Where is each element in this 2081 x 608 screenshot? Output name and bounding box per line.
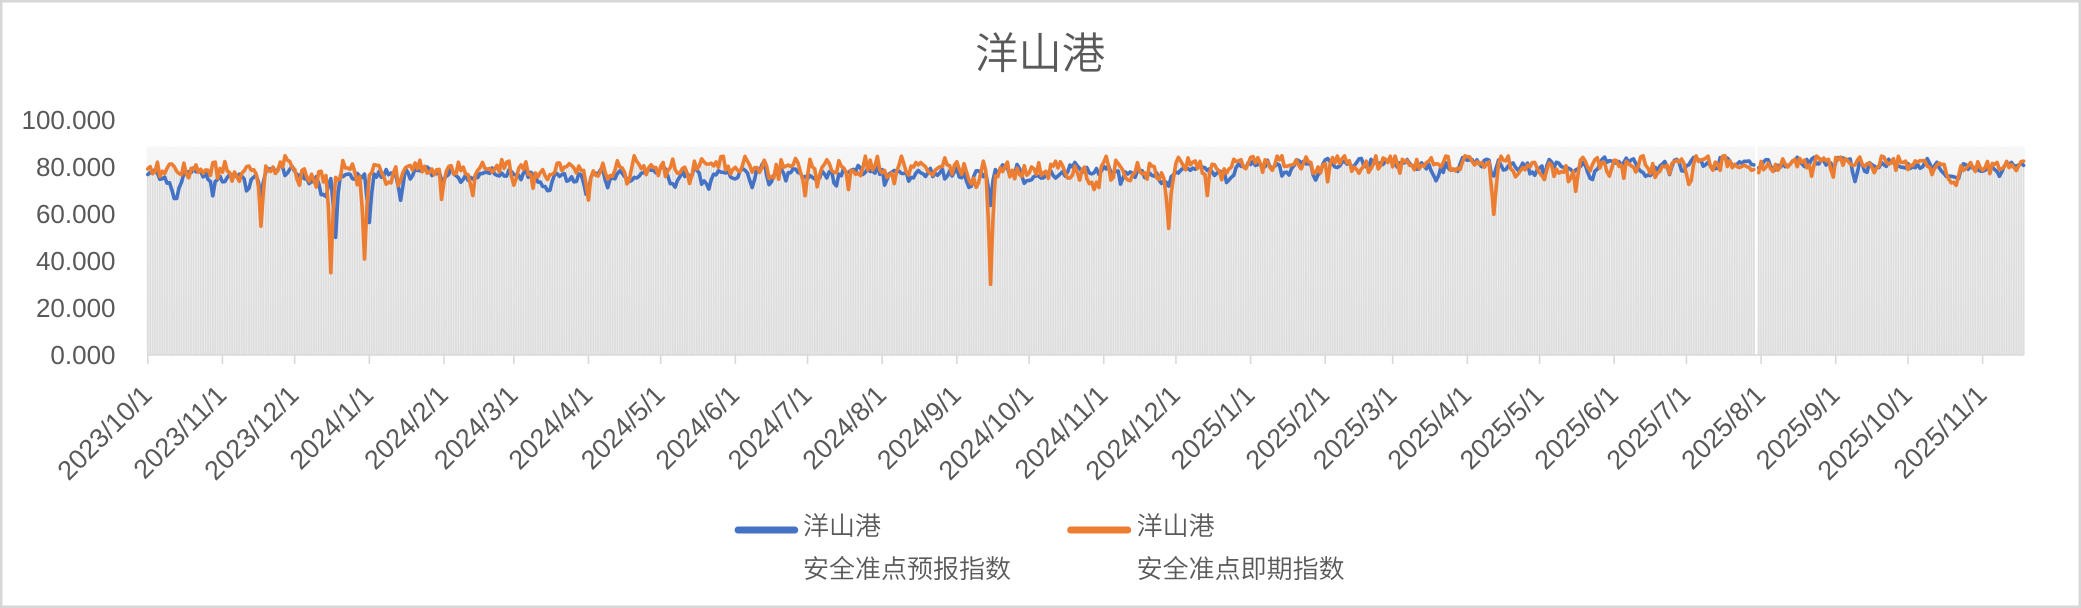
svg-text:0.000: 0.000: [50, 340, 115, 370]
svg-text:40.000: 40.000: [36, 246, 116, 276]
svg-text:100.000: 100.000: [22, 105, 116, 135]
svg-text:80.000: 80.000: [36, 152, 116, 182]
svg-text:60.000: 60.000: [36, 199, 116, 229]
svg-text:20.000: 20.000: [36, 293, 116, 323]
